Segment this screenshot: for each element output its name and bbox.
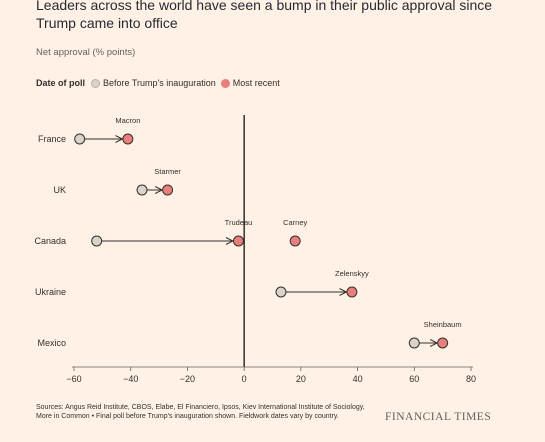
country-label: UK (53, 185, 66, 195)
x-tick-label: 20 (296, 374, 306, 384)
x-tick-label: 0 (242, 374, 247, 384)
leader-label: Sheinbaum (424, 320, 462, 329)
extra-recent-point (289, 235, 301, 247)
recent-point (122, 133, 134, 145)
chart-title: Leaders across the world have seen a bum… (36, 0, 493, 31)
leader-label: Zelenskyy (335, 269, 369, 278)
before-point (275, 286, 287, 298)
recent-point (232, 235, 244, 247)
x-tick-label: 40 (353, 374, 363, 384)
legend-item-recent: Most recent (220, 78, 280, 88)
legend-swatch-before (91, 78, 100, 88)
before-point (91, 235, 103, 247)
country-label: Canada (34, 236, 66, 246)
x-tick-label: −60 (66, 374, 81, 384)
x-tick-label: −40 (123, 374, 138, 384)
extra-leader-label: Carney (283, 218, 307, 227)
country-label: Ukraine (35, 287, 66, 297)
x-tick-label: 80 (466, 374, 476, 384)
leader-label: Trudeau (225, 218, 253, 227)
country-label: Mexico (37, 338, 66, 348)
legend-swatch-recent (220, 78, 230, 88)
legend-item-before: Before Trump's inauguration (91, 78, 216, 88)
leader-label: Macron (115, 116, 140, 125)
chart-subtitle: Net approval (% points) (36, 47, 136, 58)
legend: Date of poll Before Trump's inauguration… (36, 78, 285, 88)
legend-label-recent: Most recent (232, 78, 280, 88)
recent-point (346, 286, 358, 298)
source-note: Sources: Angus Reid Institute, CBOS, Ela… (36, 404, 365, 420)
country-label: France (38, 134, 66, 144)
x-tick-label: −20 (180, 374, 195, 384)
legend-title: Date of poll (36, 78, 85, 88)
before-point (74, 133, 86, 145)
legend-label-before: Before Trump's inauguration (103, 78, 216, 88)
ft-logo: FINANCIAL TIMES (385, 411, 492, 423)
before-point (408, 337, 420, 349)
x-tick-label: 60 (409, 374, 419, 384)
before-point (136, 184, 148, 196)
recent-point (437, 337, 449, 349)
leader-label: Starmer (154, 167, 181, 176)
recent-point (162, 184, 174, 196)
